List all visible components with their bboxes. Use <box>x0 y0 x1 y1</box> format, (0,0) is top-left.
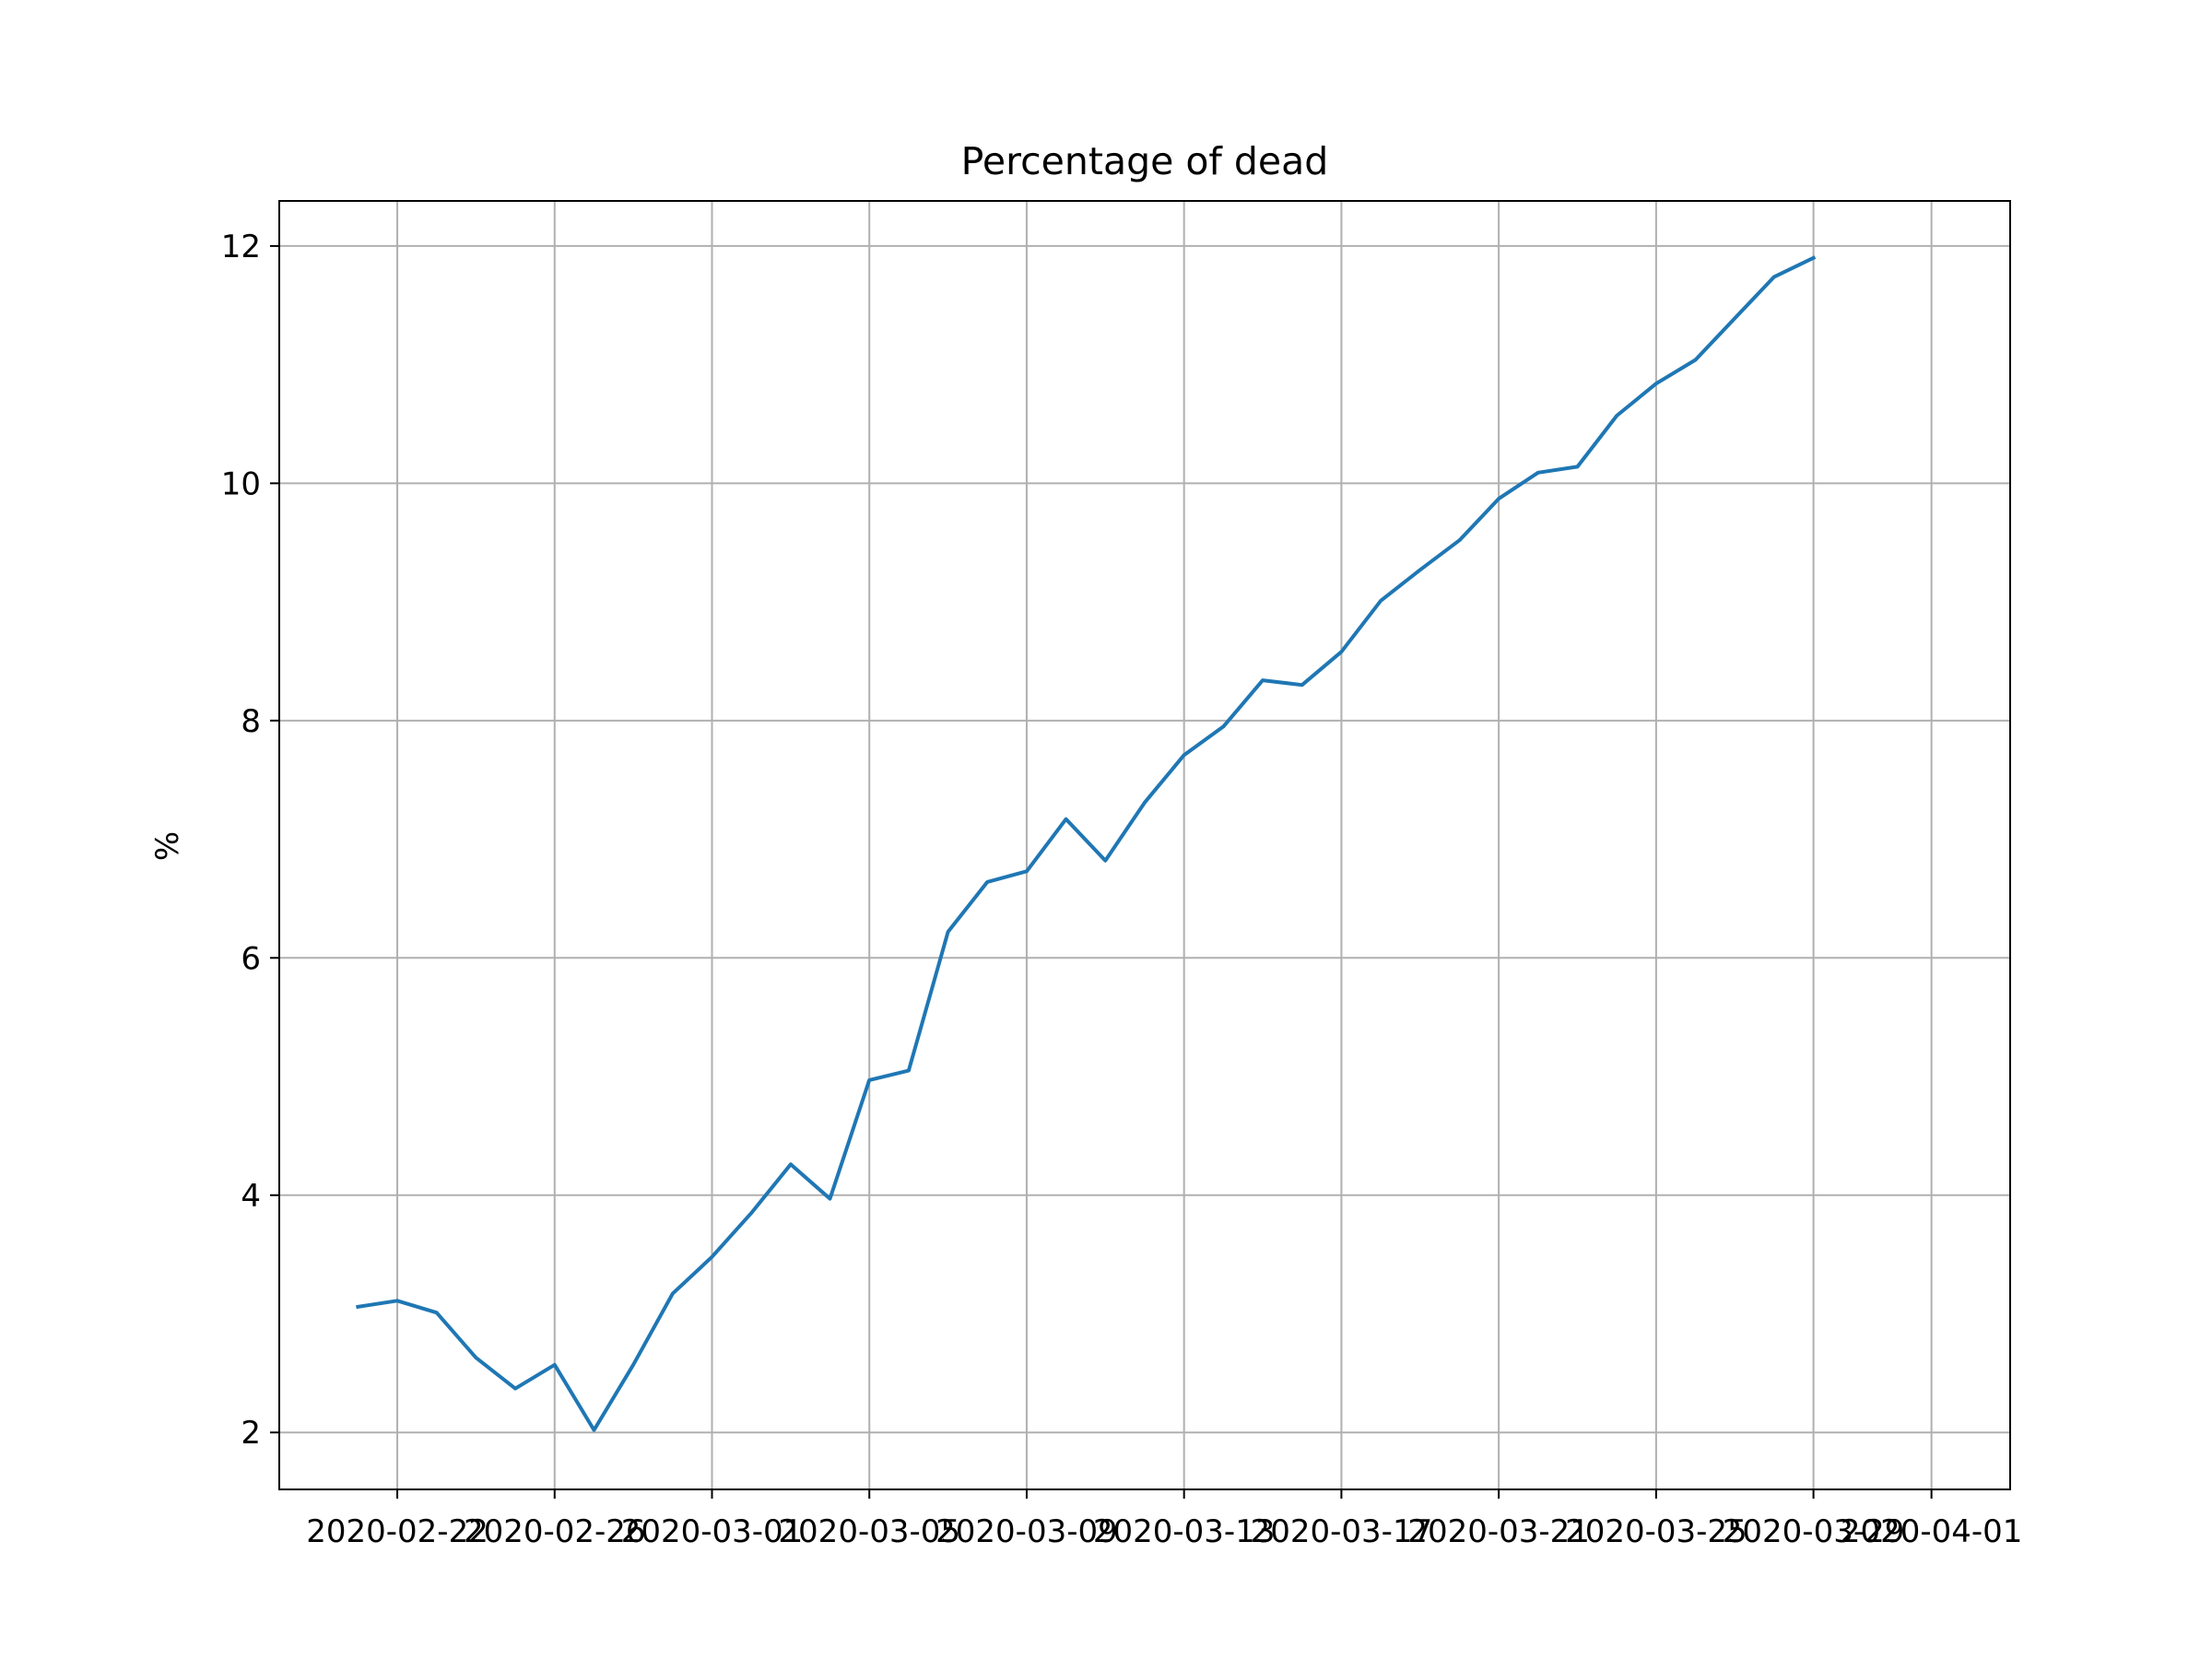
x-tick-label: 2020-03-01 <box>621 1513 804 1550</box>
y-tick-label: 4 <box>241 1178 261 1215</box>
y-tick-label: 12 <box>221 229 261 265</box>
x-tick-label: 2020-02-22 <box>306 1513 488 1550</box>
grid-layer <box>279 201 2010 1489</box>
x-tick-label: 2020-02-26 <box>464 1513 646 1550</box>
chart-title: Percentage of dead <box>961 139 1329 183</box>
series-layer <box>356 255 1817 1432</box>
x-tick-label: 2020-03-05 <box>778 1513 960 1550</box>
x-tick-label: 2020-03-29 <box>1723 1513 1905 1550</box>
y-tick-label: 6 <box>241 940 261 977</box>
y-tick-label: 2 <box>241 1415 261 1452</box>
series-line <box>356 255 1817 1432</box>
x-tick-label: 2020-03-09 <box>935 1513 1118 1550</box>
x-tick-label: 2020-03-25 <box>1565 1513 1747 1550</box>
plot-area-frame <box>278 200 2011 1490</box>
x-tick-label: 2020-03-13 <box>1093 1513 1276 1550</box>
y-tick-label: 10 <box>221 465 261 502</box>
x-tick-label: 2020-03-17 <box>1251 1513 1433 1550</box>
x-tick-label: 2020-04-01 <box>1841 1513 2023 1550</box>
x-tick-label: 2020-03-21 <box>1407 1513 1590 1550</box>
y-tick-label: 8 <box>241 703 261 740</box>
ticks-layer: 2020-02-222020-02-262020-03-012020-03-05… <box>221 229 2023 1550</box>
y-axis-label: % <box>149 831 186 861</box>
